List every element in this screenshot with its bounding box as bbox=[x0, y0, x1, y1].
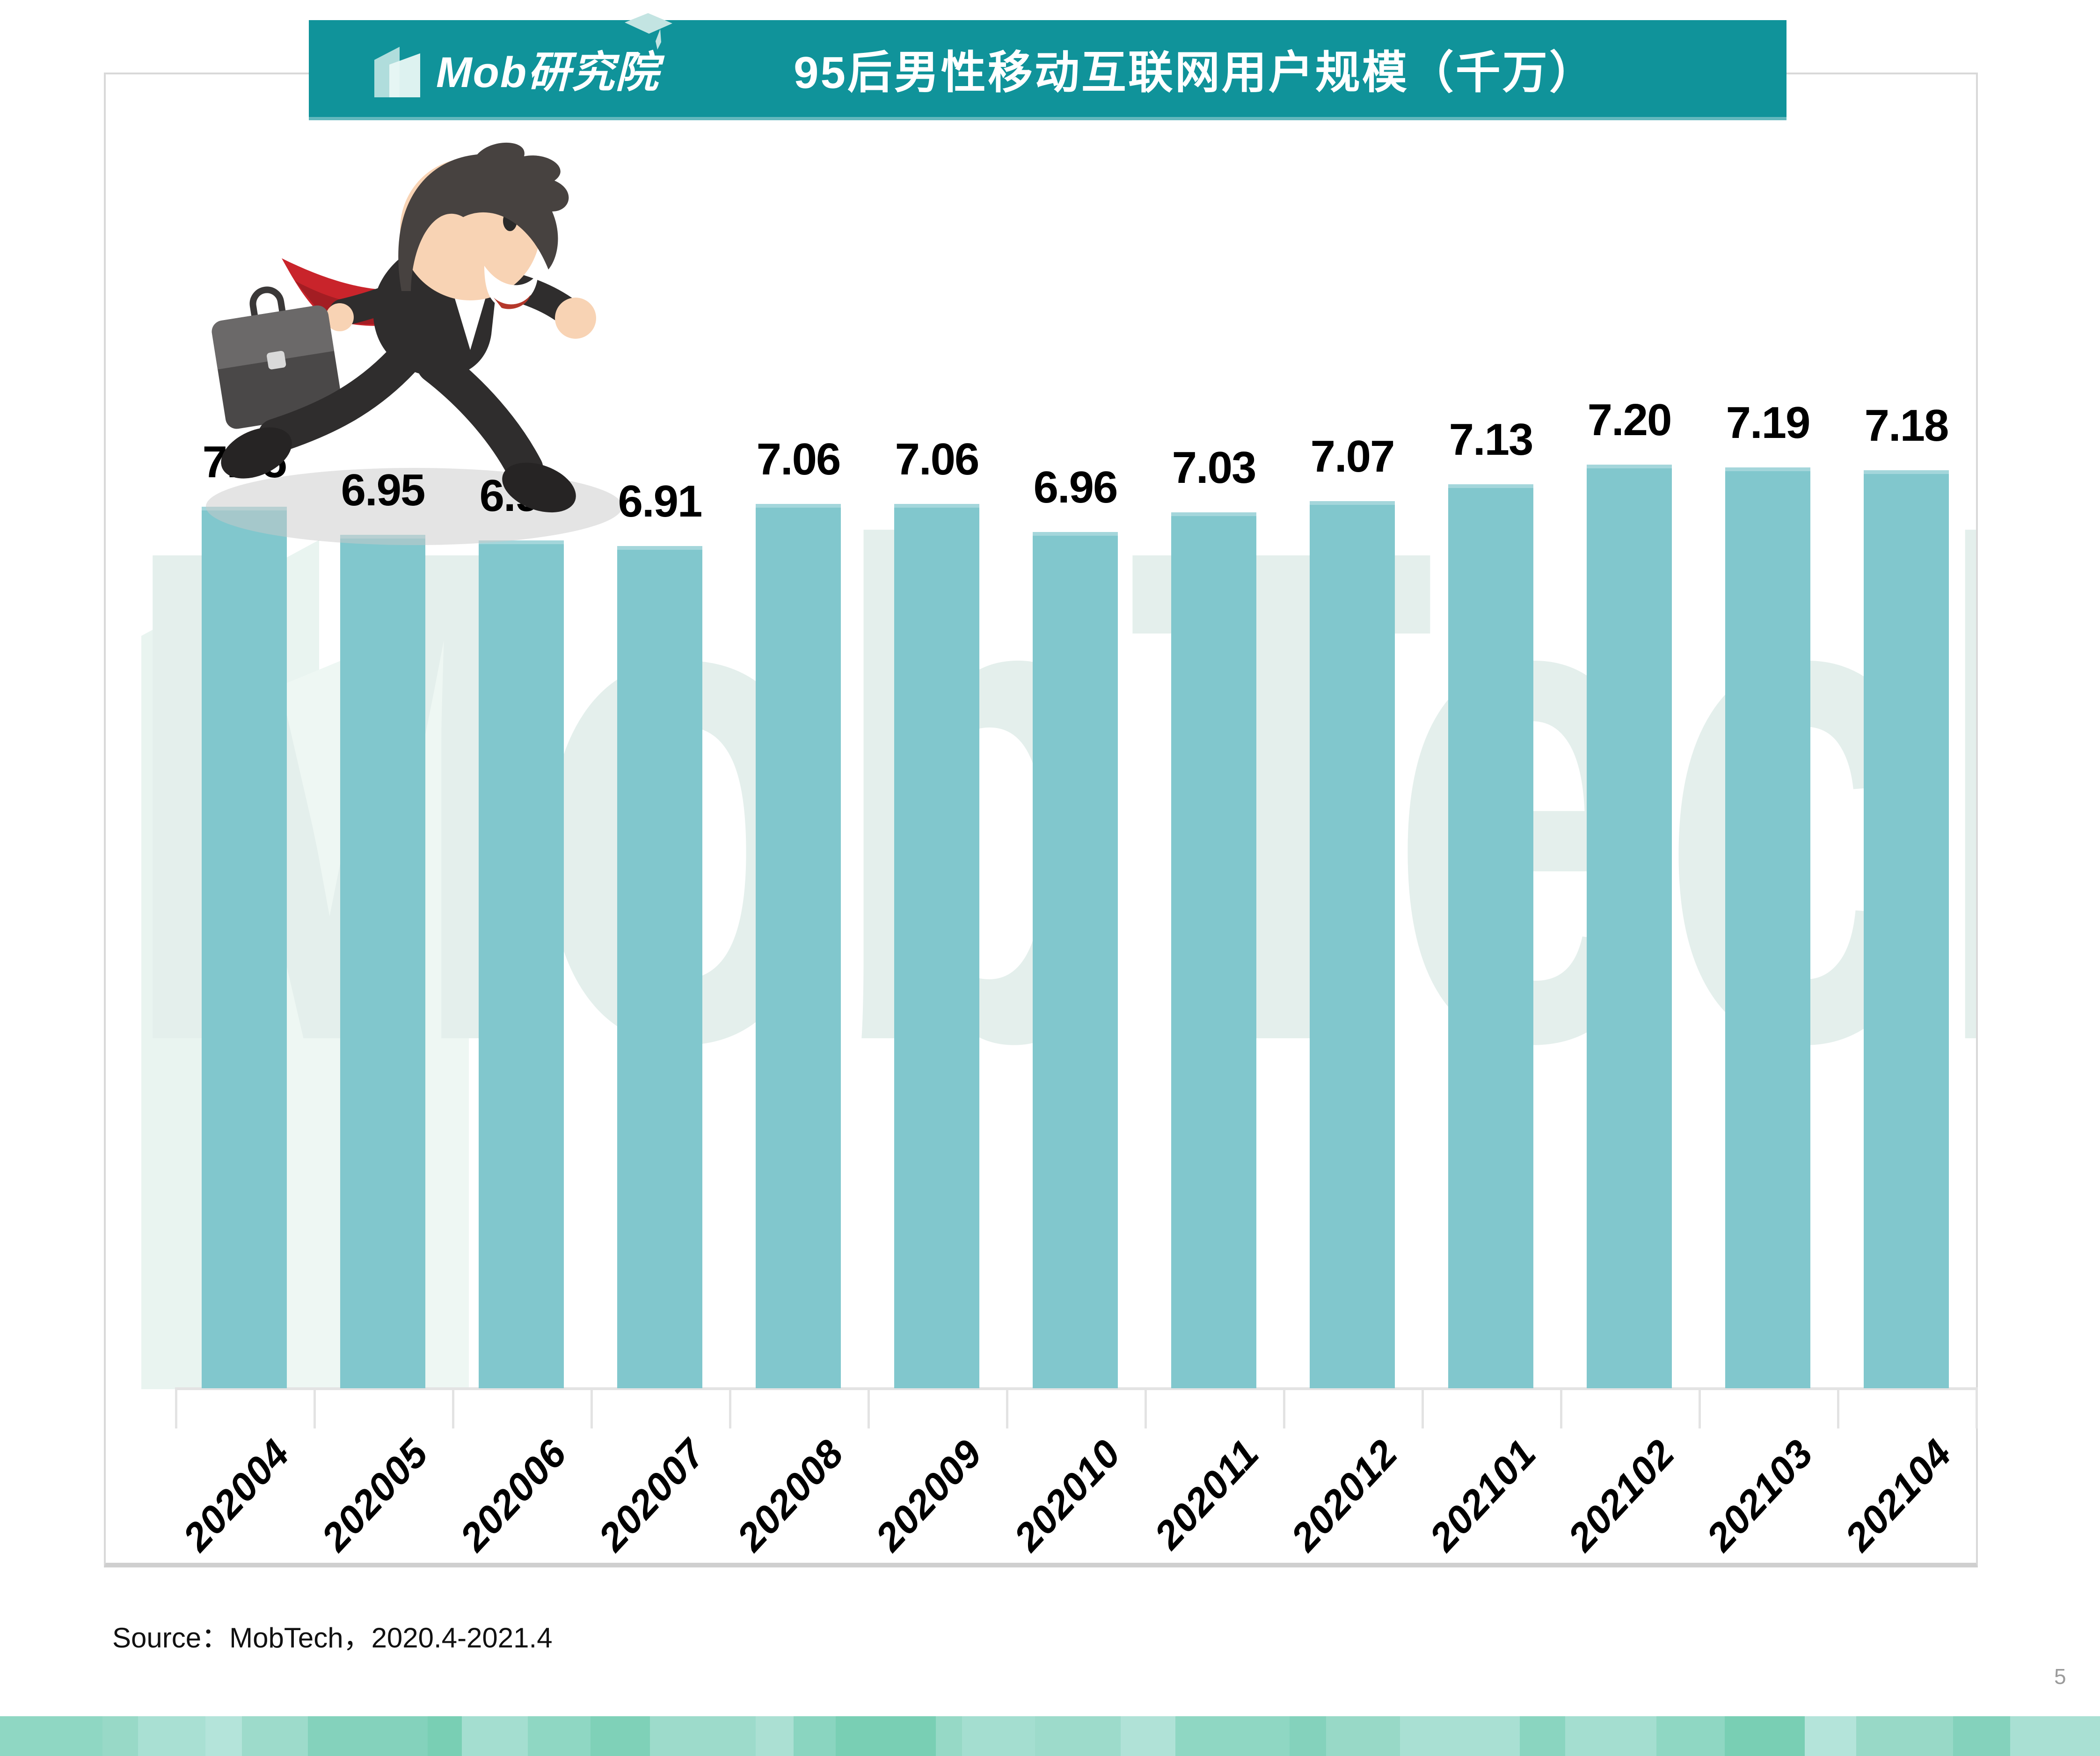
axis-tick bbox=[314, 1387, 316, 1428]
value-label: 6.91 bbox=[618, 476, 703, 526]
mob-research-logo: Mob研究院 bbox=[371, 13, 673, 100]
stripe-segment bbox=[591, 1716, 650, 1756]
stripe-segment bbox=[307, 1716, 428, 1756]
value-label: 7.03 bbox=[1172, 443, 1257, 493]
stripe-segment bbox=[1519, 1716, 1566, 1756]
bar-202004 bbox=[202, 507, 287, 1388]
bar-202006 bbox=[479, 540, 564, 1388]
axis-tick bbox=[1283, 1387, 1285, 1428]
x-axis-line bbox=[175, 1387, 1976, 1390]
value-label: 7.19 bbox=[1726, 398, 1811, 448]
stripe-segment bbox=[936, 1716, 962, 1756]
bar-202012 bbox=[1310, 501, 1395, 1388]
stripe-segment bbox=[793, 1716, 836, 1756]
stripe-segment bbox=[756, 1716, 794, 1756]
stripe-segment bbox=[1121, 1716, 1176, 1756]
running-businessman-illustration bbox=[211, 142, 596, 513]
axis-tick bbox=[868, 1387, 870, 1428]
stripe-segment bbox=[1175, 1716, 1290, 1756]
value-label: 7.18 bbox=[1864, 401, 1949, 451]
stripe-segment bbox=[1953, 1716, 2010, 1756]
stripe-segment bbox=[649, 1716, 756, 1756]
stripe-segment bbox=[241, 1716, 308, 1756]
stripe-segment bbox=[0, 1716, 103, 1756]
value-label: 7.20 bbox=[1587, 395, 1672, 445]
header-banner: Mob研究院 95后男性移动互联网用户规模（千万） bbox=[309, 13, 1786, 120]
stripe-segment bbox=[1856, 1716, 1953, 1756]
source-note: Source：MobTech，2020.4-2021.4 bbox=[112, 1622, 553, 1654]
bar-202011 bbox=[1171, 512, 1256, 1388]
axis-tick bbox=[1976, 1387, 1978, 1428]
axis-tick bbox=[729, 1387, 731, 1428]
value-label: 7.13 bbox=[1449, 415, 1534, 465]
axis-tick bbox=[1699, 1387, 1701, 1428]
bar-202101 bbox=[1448, 484, 1533, 1388]
bar-202102 bbox=[1587, 465, 1672, 1388]
stripe-segment bbox=[1725, 1716, 1805, 1756]
chart-title: 95后男性移动互联网用户规模（千万） bbox=[794, 48, 1596, 98]
axis-tick bbox=[1837, 1387, 1839, 1428]
stripe-segment bbox=[1326, 1716, 1400, 1756]
bar-202104 bbox=[1864, 470, 1949, 1388]
stripe-segment bbox=[205, 1716, 242, 1756]
axis-tick bbox=[1560, 1387, 1562, 1428]
stripe-segment bbox=[1400, 1716, 1520, 1756]
stripe-segment bbox=[2010, 1716, 2100, 1756]
stripe-segment bbox=[528, 1716, 591, 1756]
value-label: 6.96 bbox=[1033, 462, 1118, 512]
stripe-segment bbox=[1656, 1716, 1725, 1756]
axis-tick bbox=[1006, 1387, 1008, 1428]
value-label: 7.07 bbox=[1310, 431, 1395, 481]
value-label: 7.06 bbox=[895, 434, 980, 484]
bar-202009 bbox=[894, 504, 979, 1388]
briefcase-icon bbox=[211, 286, 343, 429]
stripe-segment bbox=[102, 1716, 138, 1756]
buildings-icon bbox=[374, 46, 420, 97]
logo-text: Mob研究院 bbox=[436, 49, 660, 96]
axis-tick bbox=[1422, 1387, 1424, 1428]
axis-tick bbox=[591, 1387, 593, 1428]
stripe-segment bbox=[427, 1716, 462, 1756]
stripe-segment bbox=[1804, 1716, 1856, 1756]
stripe-segment bbox=[461, 1716, 528, 1756]
bar-202103 bbox=[1725, 467, 1810, 1388]
axis-tick bbox=[452, 1387, 454, 1428]
value-label: 7.06 bbox=[756, 434, 841, 484]
stripe-segment bbox=[962, 1716, 1035, 1756]
axis-tick bbox=[1145, 1387, 1147, 1428]
value-label: 6.95 bbox=[341, 465, 426, 515]
axis-tick bbox=[175, 1387, 177, 1428]
bar-202008 bbox=[756, 504, 841, 1388]
stripe-segment bbox=[835, 1716, 936, 1756]
footer-decorative-stripe bbox=[0, 1716, 2100, 1756]
bar-202005 bbox=[340, 535, 425, 1388]
graduation-cap-icon bbox=[625, 13, 673, 50]
bar-202007 bbox=[617, 546, 702, 1388]
page-number: 5 bbox=[2054, 1664, 2066, 1689]
stripe-segment bbox=[1289, 1716, 1326, 1756]
bar-202010 bbox=[1033, 532, 1118, 1388]
stripe-segment bbox=[138, 1716, 205, 1756]
stripe-segment bbox=[1035, 1716, 1121, 1756]
stripe-segment bbox=[1565, 1716, 1657, 1756]
